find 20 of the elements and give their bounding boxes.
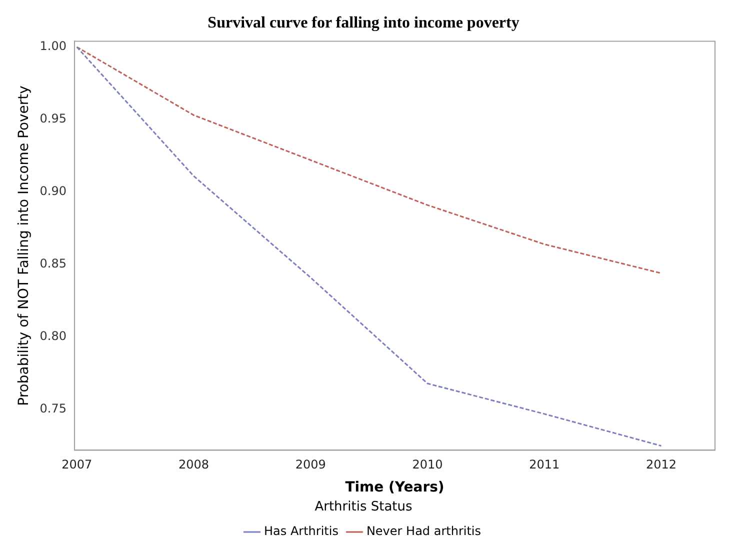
y-axis-title: Probability of NOT Falling into Income Poverty — [16, 86, 32, 406]
x-tick-label: 2011 — [529, 458, 560, 472]
chart-title: Survival curve for falling into income poverty — [208, 14, 520, 32]
line-series — [76, 46, 662, 447]
legend-title: Arthritis Status — [314, 499, 413, 514]
x-tick-label: 2007 — [62, 458, 92, 472]
x-tick-label: 2008 — [178, 458, 210, 472]
x-tick-label: 2010 — [412, 458, 443, 472]
y-tick-label: 1.00 — [40, 39, 67, 54]
line-series — [76, 46, 662, 274]
y-tick-label: 0.75 — [40, 402, 67, 416]
x-tick-label: 2012 — [646, 458, 677, 472]
y-tick-label: 0.80 — [40, 329, 67, 344]
x-tick-label: 2009 — [295, 458, 326, 472]
legend-label: Has Arthritis — [264, 524, 338, 538]
y-tick-label: 0.90 — [40, 184, 67, 198]
y-tick-label: 0.85 — [40, 256, 67, 271]
x-axis-title: Time (Years) — [345, 480, 444, 496]
y-tick-label: 0.95 — [40, 112, 67, 126]
legend-label: Never Had arthritis — [366, 524, 482, 538]
